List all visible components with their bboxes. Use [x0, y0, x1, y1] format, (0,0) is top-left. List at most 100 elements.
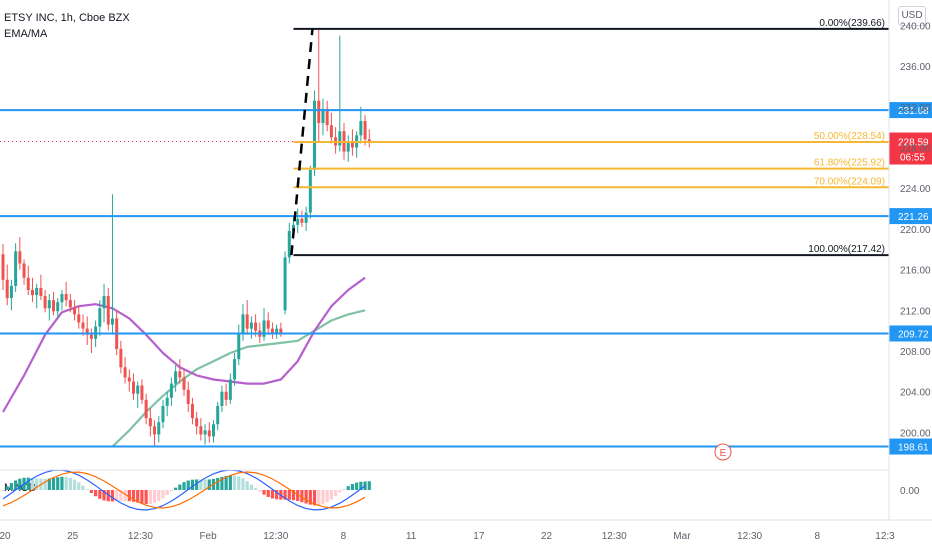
candle[interactable]: [77, 306, 81, 329]
candle[interactable]: [304, 206, 308, 231]
candle[interactable]: [148, 407, 152, 437]
candle[interactable]: [85, 316, 89, 345]
candle[interactable]: [190, 397, 194, 425]
candle[interactable]: [18, 237, 22, 270]
candle[interactable]: [110, 194, 114, 335]
candle[interactable]: [228, 373, 232, 404]
candle[interactable]: [165, 391, 169, 417]
candle[interactable]: [359, 106, 363, 144]
candle[interactable]: [136, 381, 140, 408]
candles: [1, 29, 371, 447]
candle-body: [216, 405, 220, 425]
candle[interactable]: [216, 401, 220, 431]
candle[interactable]: [241, 304, 245, 341]
candle[interactable]: [161, 399, 165, 429]
candle[interactable]: [182, 369, 186, 396]
candle-body: [157, 422, 161, 435]
earnings-marker-icon[interactable]: [714, 443, 732, 461]
candle[interactable]: [89, 328, 93, 354]
candle[interactable]: [73, 300, 77, 321]
candle[interactable]: [249, 316, 253, 339]
candle[interactable]: [9, 279, 13, 311]
candle[interactable]: [43, 289, 47, 313]
candle[interactable]: [56, 298, 60, 319]
candle[interactable]: [266, 312, 270, 335]
candle[interactable]: [321, 98, 325, 136]
candle[interactable]: [355, 131, 359, 158]
candle[interactable]: [22, 259, 26, 285]
candle[interactable]: [81, 314, 85, 336]
candle-body: [182, 377, 186, 390]
candle[interactable]: [60, 289, 64, 311]
macd-histogram-bar: [123, 490, 127, 501]
candle[interactable]: [212, 420, 215, 443]
candle-body: [18, 251, 22, 264]
candle[interactable]: [338, 35, 342, 152]
candle[interactable]: [262, 308, 266, 341]
candle[interactable]: [287, 222, 291, 264]
candle[interactable]: [5, 264, 9, 306]
candle[interactable]: [308, 165, 312, 219]
candle[interactable]: [367, 129, 371, 148]
candle[interactable]: [203, 424, 207, 445]
candle[interactable]: [102, 283, 106, 323]
fib-trend-line[interactable]: [290, 28, 314, 256]
candle[interactable]: [30, 277, 34, 303]
candle[interactable]: [245, 300, 249, 335]
candle[interactable]: [270, 322, 274, 339]
candle[interactable]: [296, 208, 300, 233]
macd-histogram-bar: [89, 490, 94, 494]
candle[interactable]: [144, 393, 148, 425]
candle[interactable]: [220, 385, 224, 413]
candle[interactable]: [313, 90, 317, 177]
candle[interactable]: [237, 324, 241, 366]
macd-histogram-bar: [102, 490, 106, 501]
candle[interactable]: [279, 322, 283, 337]
candle[interactable]: [52, 291, 56, 316]
candle[interactable]: [64, 281, 68, 307]
candle[interactable]: [329, 112, 333, 144]
candle[interactable]: [140, 379, 144, 404]
candle[interactable]: [132, 373, 136, 400]
candle[interactable]: [334, 127, 338, 154]
currency-label[interactable]: USD: [898, 6, 926, 26]
macd-histogram-bar: [237, 476, 241, 490]
candle[interactable]: [363, 114, 367, 146]
candle[interactable]: [178, 359, 182, 384]
candle[interactable]: [123, 357, 127, 384]
candle[interactable]: [199, 418, 203, 441]
candle[interactable]: [98, 300, 102, 336]
candle[interactable]: [169, 377, 173, 406]
candle[interactable]: [300, 210, 304, 227]
candle[interactable]: [14, 243, 18, 292]
candle[interactable]: [233, 353, 237, 386]
candle[interactable]: [106, 287, 110, 331]
candle[interactable]: [346, 135, 350, 162]
candle[interactable]: [186, 381, 190, 413]
candle[interactable]: [283, 251, 287, 315]
candle[interactable]: [127, 369, 131, 392]
candle[interactable]: [195, 412, 199, 435]
macd-histogram-bar: [56, 477, 60, 490]
candle[interactable]: [1, 244, 5, 290]
candle[interactable]: [325, 100, 329, 132]
candle[interactable]: [157, 416, 161, 443]
candle[interactable]: [35, 283, 39, 309]
candle[interactable]: [317, 29, 321, 142]
candle[interactable]: [47, 294, 51, 321]
macd-histogram-bar: [64, 476, 68, 490]
candle[interactable]: [207, 422, 211, 443]
indicator-label[interactable]: EMA/MA: [4, 28, 48, 40]
candle[interactable]: [39, 274, 43, 301]
y-tick-label: 224.00: [900, 184, 931, 195]
candle[interactable]: [26, 265, 30, 296]
candle[interactable]: [153, 420, 157, 447]
candle[interactable]: [68, 294, 72, 313]
candle[interactable]: [224, 383, 228, 406]
candle[interactable]: [275, 324, 279, 339]
macd-histogram-bar: [224, 475, 228, 490]
candle[interactable]: [174, 365, 178, 392]
candle-body: [136, 385, 140, 394]
candle[interactable]: [119, 340, 123, 374]
